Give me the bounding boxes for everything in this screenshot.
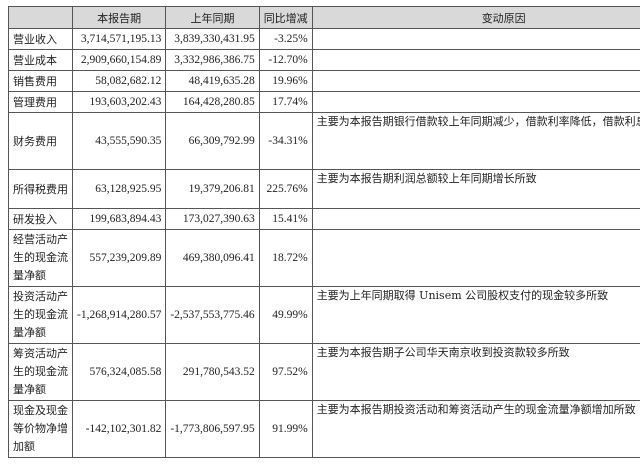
row-item-label: 营业成本 [8,49,73,71]
row-prior-value: 66,309,792.99 [165,112,260,170]
row-item-label: 筹资活动产生的现金流量净额 [8,343,73,401]
row-yoy-change: 17.74% [258,91,313,113]
row-change-reason [311,208,640,230]
row-change-reason [311,70,640,92]
row-current-value: 3,714,571,195.13 [71,28,167,50]
row-current-value: -1,268,914,280.57 [71,286,167,344]
row-prior-value: 19,379,206.81 [165,169,260,209]
row-item-label: 营业收入 [8,28,73,50]
table-row: 现金及现金等价物净增加额 -142,102,301.82 -1,773,806,59… [8,400,640,458]
row-item-label: 财务费用 [8,112,73,170]
row-prior-value: 3,839,330,431.95 [165,28,260,50]
row-prior-value: -2,537,553,775.46 [165,286,260,344]
row-item-label: 投资活动产生的现金流量净额 [8,286,73,344]
row-current-value: 557,239,209.89 [71,229,167,287]
header-current-period: 本报告期 [71,6,167,29]
row-yoy-change: -12.70% [258,49,313,71]
table-row: 投资活动产生的现金流量净额 -1,268,914,280.57 -2,537,553… [8,286,640,344]
table-row: 财务费用 43,555,590.35 66,309,792.99 -34.31% 主要为… [8,112,640,170]
header-prior-period: 上年同期 [165,6,260,29]
row-current-value: 43,555,590.35 [71,112,167,170]
row-current-value: 193,603,202.43 [71,91,167,113]
row-prior-value: 291,780,543.52 [165,343,260,401]
row-yoy-change: 225.76% [258,169,313,209]
row-item-label: 研发投入 [8,208,73,230]
row-change-reason [311,91,640,113]
row-prior-value: 48,419,635.28 [165,70,260,92]
table-row: 筹资活动产生的现金流量净额 576,324,085.58 291,780,543.5… [8,343,640,401]
row-yoy-change: 97.52% [258,343,313,401]
row-current-value: 2,909,660,154.89 [71,49,167,71]
header-item [8,6,73,29]
header-reason: 变动原因 [311,6,640,29]
row-change-reason: 主要为本报告期投资活动和筹资活动产生的现金流量净额增加所致 [311,400,640,458]
row-current-value: 63,128,925.95 [71,169,167,209]
row-prior-value: 164,428,280.85 [165,91,260,113]
table-row: 经营活动产生的现金流量净额 557,239,209.89 469,380,096.4… [8,229,640,287]
financial-comparison-table: 本报告期 上年同期 同比增减 变动原因 营业收入 3,714,571,195.13… [8,6,640,458]
row-current-value: 199,683,894.43 [71,208,167,230]
row-prior-value: 173,027,390.63 [165,208,260,230]
row-change-reason: 主要为本报告期利润总额较上年同期增长所致 [311,169,640,209]
row-yoy-change: 18.72% [258,229,313,287]
row-item-label: 管理费用 [8,91,73,113]
table-row: 研发投入 199,683,894.43 173,027,390.63 15.41% [8,208,640,230]
row-yoy-change: 91.99% [258,400,313,458]
row-current-value: 58,082,682.12 [71,70,167,92]
row-item-label: 销售费用 [8,70,73,92]
table-row: 营业成本 2,909,660,154.89 3,332,986,386.75 -12.… [8,49,640,71]
row-yoy-change: 15.41% [258,208,313,230]
row-yoy-change: -3.25% [258,28,313,50]
table-header-row: 本报告期 上年同期 同比增减 变动原因 [8,6,640,29]
row-item-label: 现金及现金等价物净增加额 [8,400,73,458]
row-yoy-change: -34.31% [258,112,313,170]
row-yoy-change: 49.99% [258,286,313,344]
row-change-reason [311,49,640,71]
row-prior-value: 469,380,096.41 [165,229,260,287]
table-row: 销售费用 58,082,682.12 48,419,635.28 19.96% [8,70,640,92]
row-prior-value: 3,332,986,386.75 [165,49,260,71]
row-change-reason [311,229,640,287]
row-yoy-change: 19.96% [258,70,313,92]
row-change-reason: 主要为上年同期取得 Unisem 公司股权支付的现金较多所致 [311,286,640,344]
row-current-value: -142,102,301.82 [71,400,167,458]
row-change-reason: 主要为本报告期子公司华天南京收到投资款较多所致 [311,343,640,401]
table-row: 所得税费用 63,128,925.95 19,379,206.81 225.76% 主要… [8,169,640,209]
row-item-label: 经营活动产生的现金流量净额 [8,229,73,287]
row-item-label: 所得税费用 [8,169,73,209]
table-row: 管理费用 193,603,202.43 164,428,280.85 17.74% [8,91,640,113]
row-current-value: 576,324,085.58 [71,343,167,401]
row-change-reason: 主要为本报告期银行借款较上年同期减少，借款利率降低，借款利息减少所致 [311,112,640,170]
table-row: 营业收入 3,714,571,195.13 3,839,330,431.95 -3.2… [8,28,640,50]
row-prior-value: -1,773,806,597.95 [165,400,260,458]
row-change-reason [311,28,640,50]
header-yoy-change: 同比增减 [258,6,313,29]
